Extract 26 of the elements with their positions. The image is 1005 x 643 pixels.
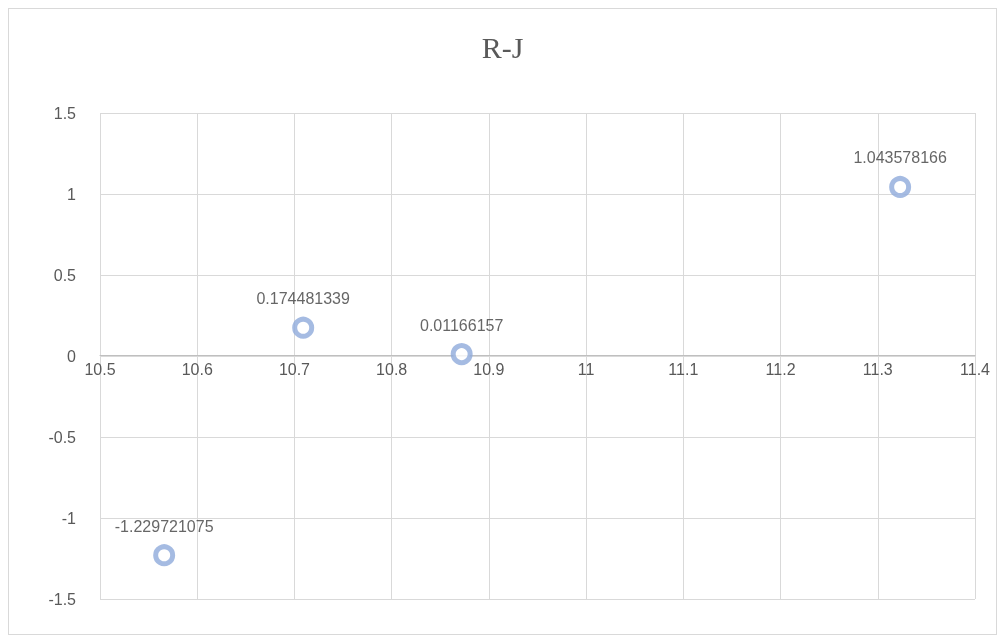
point [450,343,473,366]
point [292,316,315,339]
y-tick-label: 1 [67,185,77,203]
x-tick-label: 10.6 [181,360,213,378]
y-tick-label: -1.5 [48,590,77,608]
data-label: 0.174481339 [256,290,351,308]
y-tick-label: -1 [61,509,77,527]
point [889,175,912,198]
data-label: -1.229721075 [114,517,214,535]
point [153,544,176,567]
data-label: 0.01166157 [419,316,504,334]
chart-title: R-J [481,30,524,64]
x-tick-label: 11 [577,360,595,378]
y-tick-label: 1.5 [53,104,77,122]
y-tick-label: -0.5 [48,428,77,446]
x-tick-label: 11.3 [862,360,893,378]
x-tick-label: 10.5 [84,360,116,378]
y-tick-label: 0 [67,347,77,365]
x-tick-label: 11.2 [765,360,796,378]
x-tick-label: 10.9 [473,360,505,378]
x-tick-label: 10.8 [376,360,408,378]
x-tick-label: 10.7 [278,360,311,378]
y-tick-label: 0.5 [53,266,77,284]
data-label: 1.043578166 [853,149,947,167]
x-tick-label: 11.1 [668,360,699,378]
x-tick-label: 11.4 [960,360,991,378]
